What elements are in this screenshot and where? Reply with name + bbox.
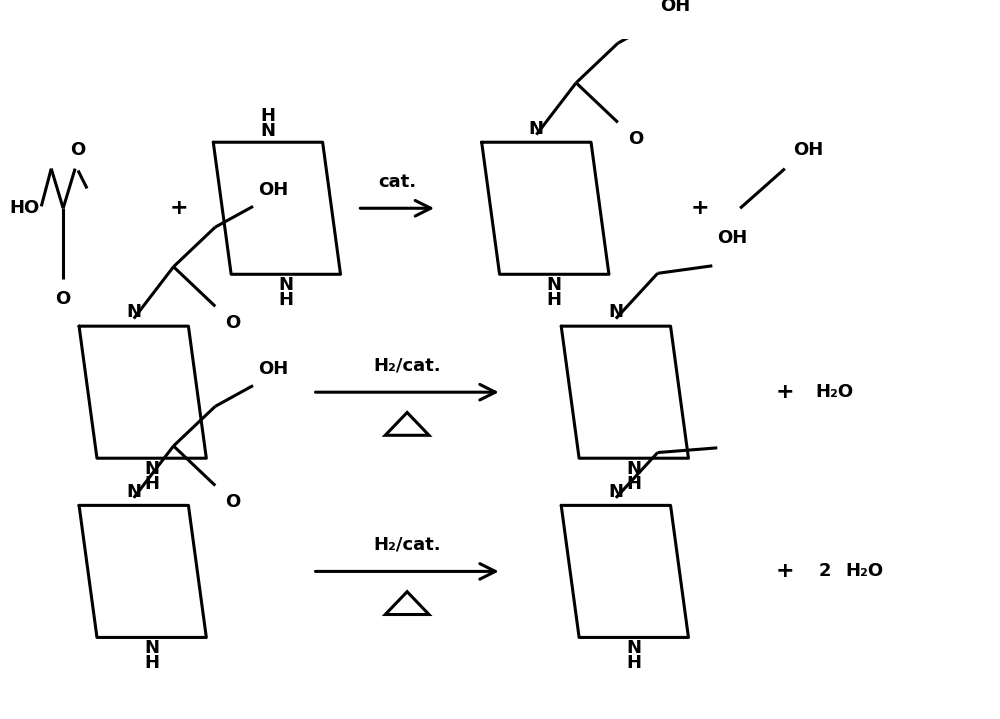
Text: HO: HO — [9, 199, 39, 217]
Text: O: O — [225, 314, 240, 332]
Text: OH: OH — [717, 229, 748, 247]
Text: N: N — [608, 482, 623, 500]
Text: OH: OH — [793, 141, 823, 159]
Text: H₂/cat.: H₂/cat. — [373, 357, 441, 375]
Text: O: O — [56, 290, 71, 308]
Text: N: N — [608, 303, 623, 321]
Text: H: H — [626, 475, 641, 493]
Text: H₂/cat.: H₂/cat. — [373, 536, 441, 554]
Text: N: N — [126, 482, 141, 500]
Text: H: H — [626, 654, 641, 672]
Text: OH: OH — [258, 180, 288, 199]
Text: N: N — [144, 639, 159, 657]
Text: N: N — [626, 460, 641, 478]
Text: +: + — [776, 383, 794, 402]
Text: O: O — [70, 141, 86, 159]
Text: N: N — [547, 276, 562, 294]
Text: OH: OH — [258, 360, 288, 378]
Text: O: O — [628, 130, 643, 148]
Text: H₂O: H₂O — [845, 562, 883, 580]
Text: N: N — [278, 276, 293, 294]
Text: H: H — [547, 291, 562, 309]
Text: N: N — [529, 119, 544, 137]
Text: N: N — [626, 639, 641, 657]
Text: H: H — [278, 291, 293, 309]
Text: H: H — [144, 654, 159, 672]
Text: +: + — [691, 198, 710, 219]
Text: N: N — [260, 122, 275, 140]
Text: cat.: cat. — [378, 173, 416, 191]
Text: +: + — [776, 562, 794, 582]
Text: +: + — [169, 198, 188, 219]
Text: H: H — [260, 107, 275, 125]
Text: N: N — [126, 303, 141, 321]
Text: O: O — [225, 493, 240, 511]
Text: 2: 2 — [818, 562, 831, 580]
Text: N: N — [144, 460, 159, 478]
Text: OH: OH — [661, 0, 691, 15]
Text: H₂O: H₂O — [816, 383, 854, 401]
Text: H: H — [144, 475, 159, 493]
